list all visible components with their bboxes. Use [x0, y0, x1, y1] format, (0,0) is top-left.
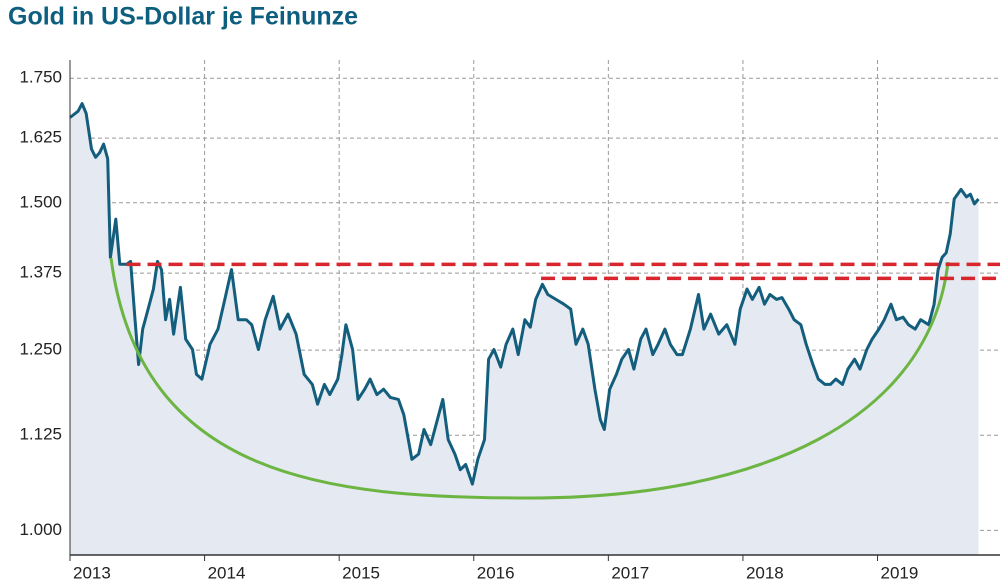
- chart-title: Gold in US-Dollar je Feinunze: [8, 3, 358, 31]
- x-tick-label: 2016: [477, 563, 515, 582]
- y-tick-label: 1.625: [19, 128, 62, 147]
- y-tick-label: 1.000: [19, 520, 62, 539]
- x-tick-label: 2013: [73, 563, 111, 582]
- y-tick-label: 1.250: [19, 340, 62, 359]
- y-tick-label: 1.750: [19, 68, 62, 87]
- line: [69, 102, 980, 486]
- x-tick-label: 2018: [746, 563, 784, 582]
- y-tick-label: 1.375: [19, 263, 62, 282]
- trend-curve: [109, 257, 950, 500]
- x-tick-label: 2014: [208, 563, 246, 582]
- x-tick-label: 2017: [611, 563, 649, 582]
- x-tick-label: 2019: [881, 563, 919, 582]
- x-tick-label: 2015: [342, 563, 380, 582]
- y-tick-label: 1.500: [19, 192, 62, 211]
- y-tick-label: 1.125: [19, 425, 62, 444]
